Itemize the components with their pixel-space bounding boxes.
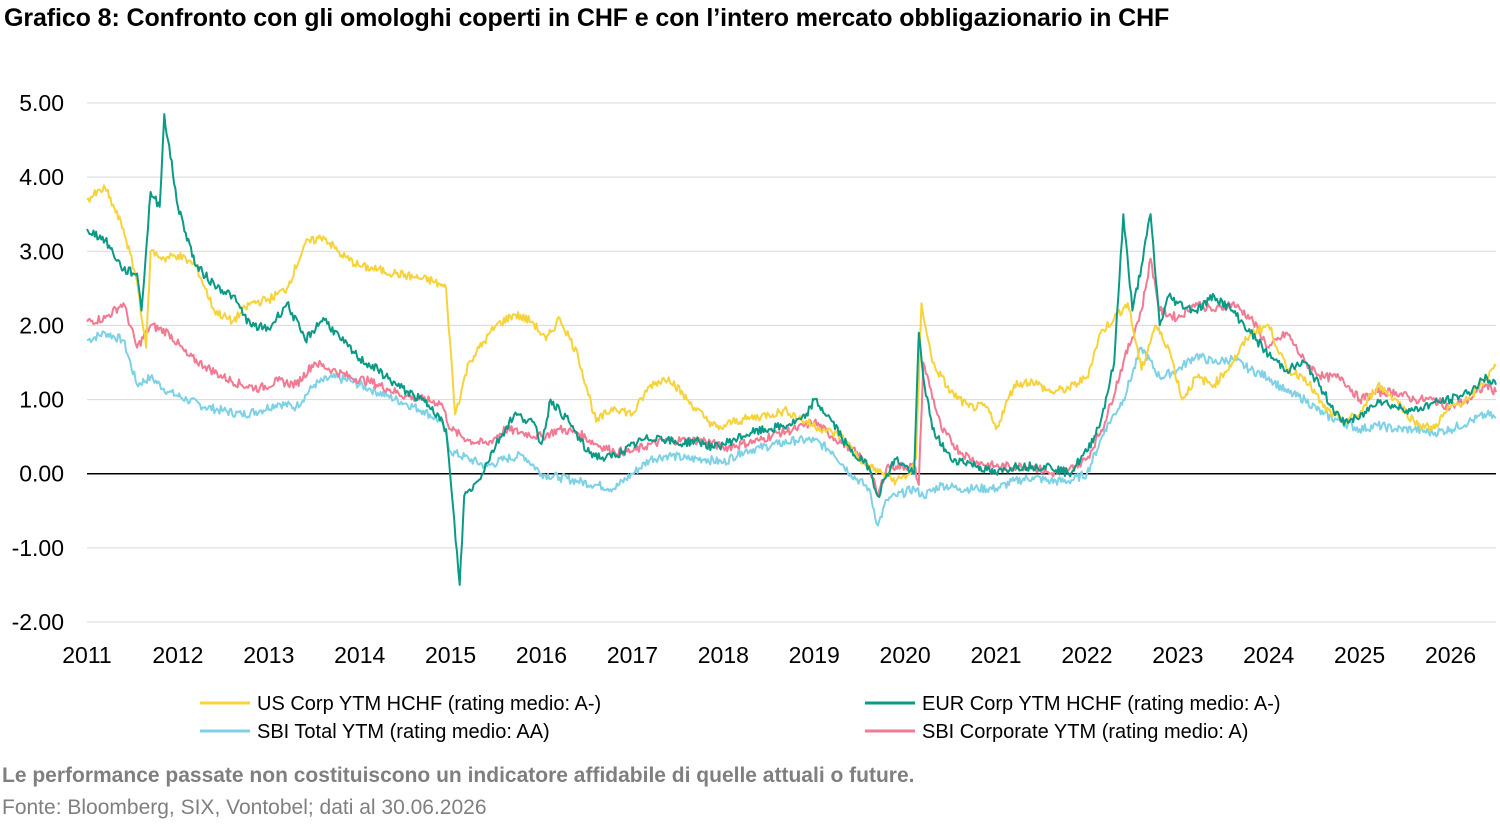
x-tick-label: 2022: [1061, 642, 1112, 668]
x-tick-label: 2013: [243, 642, 294, 668]
disclaimer-note: Le performance passate non costituiscono…: [2, 764, 915, 787]
legend-label: SBI Corporate YTM (rating medio: A): [922, 721, 1248, 743]
y-axis: 5.00 4.00 3.00 2.00 1.00 0.00 -1.00 -2.00: [12, 90, 1496, 635]
y-tick-label: 2.00: [19, 312, 64, 338]
y-tick-label: 4.00: [19, 164, 64, 190]
x-tick-label: 2012: [152, 642, 203, 668]
x-tick-label: 2011: [62, 642, 111, 668]
x-tick-label: 2018: [698, 642, 749, 668]
y-tick-label: 5.00: [19, 90, 64, 116]
source-note: Fonte: Bloomberg, SIX, Vontobel; dati al…: [2, 796, 487, 819]
legend-label: US Corp YTM HCHF (rating medio: A-): [257, 693, 601, 715]
series-line-2: [86, 330, 1497, 527]
y-tick-label: 1.00: [19, 387, 64, 413]
chart-title: Grafico 8: Confronto con gli omologhi co…: [4, 4, 1170, 32]
legend: US Corp YTM HCHF (rating medio: A-) EUR C…: [200, 693, 1281, 743]
plot-area: [86, 113, 1497, 586]
y-tick-label: -1.00: [12, 535, 64, 561]
series-line-0: [86, 184, 1497, 486]
x-tick-label: 2015: [425, 642, 476, 668]
x-axis: 2011 2012 2013 2014 2015 2016 2017 2018 2019 2020…: [62, 642, 1476, 668]
y-tick-label: -2.00: [12, 609, 64, 635]
x-tick-label: 2020: [880, 642, 931, 668]
x-tick-label: 2017: [607, 642, 658, 668]
x-tick-label: 2021: [970, 642, 1021, 668]
series-line-1: [86, 113, 1497, 586]
x-tick-label: 2016: [516, 642, 567, 668]
x-tick-label: 2026: [1425, 642, 1476, 668]
x-tick-label: 2014: [334, 642, 385, 668]
x-tick-label: 2025: [1334, 642, 1385, 668]
y-tick-label: 0.00: [19, 461, 64, 487]
x-tick-label: 2023: [1152, 642, 1203, 668]
x-tick-label: 2024: [1243, 642, 1294, 668]
y-tick-label: 3.00: [19, 238, 64, 264]
x-tick-label: 2019: [789, 642, 840, 668]
legend-label: EUR Corp YTM HCHF (rating medio: A-): [922, 693, 1281, 715]
series-line-3: [86, 257, 1497, 497]
legend-label: SBI Total YTM (rating medio: AA): [257, 721, 550, 743]
